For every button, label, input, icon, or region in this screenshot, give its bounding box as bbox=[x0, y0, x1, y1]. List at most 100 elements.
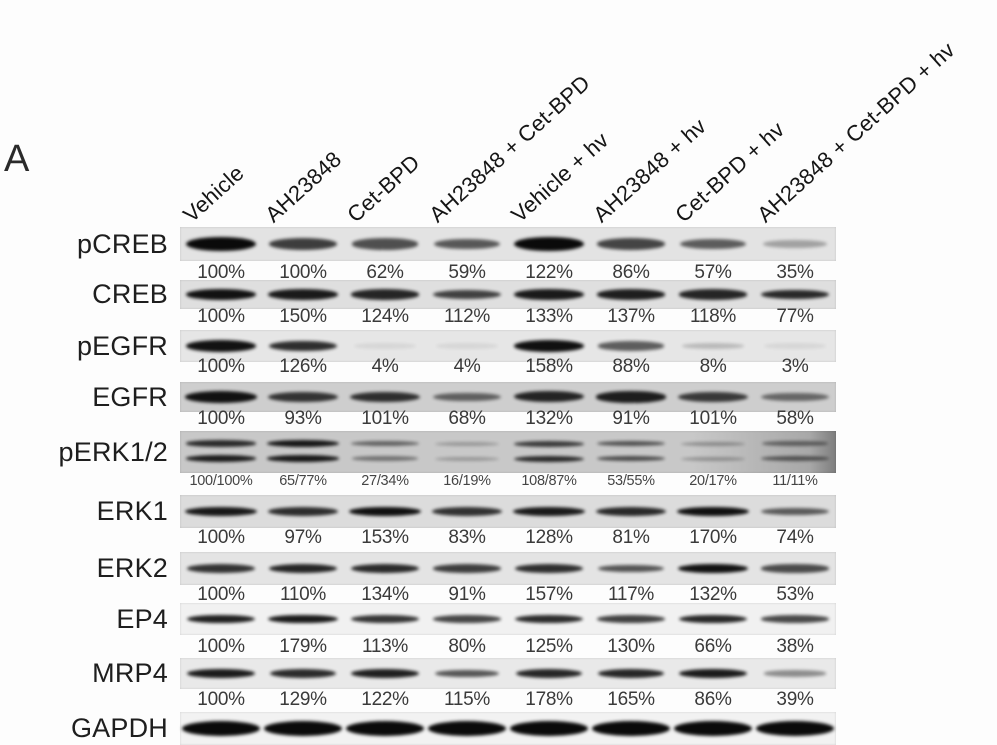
blot-band bbox=[268, 340, 338, 352]
blot-band bbox=[350, 615, 420, 623]
percent-row-1: 100% 100% 62% 59% 122% 86% 57% 35% bbox=[180, 262, 836, 286]
percent-row-6: 100% 97% 153% 83% 128% 81% 170% 74% bbox=[180, 527, 836, 551]
blot-band bbox=[351, 441, 419, 447]
blot-strip-8 bbox=[180, 603, 836, 635]
blot-band bbox=[597, 615, 665, 623]
blot-band bbox=[761, 564, 829, 573]
percent-value: 62% bbox=[366, 262, 404, 283]
protein-label-creb: CREB bbox=[92, 279, 168, 309]
percent-value: 35% bbox=[776, 262, 814, 283]
blot-band bbox=[433, 392, 501, 402]
percent-value: 132% bbox=[689, 584, 737, 605]
blot-band bbox=[436, 343, 498, 349]
blot-band bbox=[186, 564, 256, 573]
blot-band bbox=[674, 721, 752, 736]
percent-value: 100% bbox=[197, 408, 245, 429]
blot-band bbox=[431, 507, 503, 516]
blot-band bbox=[187, 668, 255, 679]
percent-value: 53% bbox=[776, 584, 814, 605]
blot-band bbox=[349, 391, 421, 403]
percent-value: 153% bbox=[361, 527, 409, 548]
percent-value: 86% bbox=[612, 262, 650, 283]
protein-label-perk12: pERK1/2 bbox=[58, 437, 168, 467]
blot-band bbox=[268, 289, 338, 300]
blot-band bbox=[186, 237, 256, 251]
blot-band bbox=[186, 289, 256, 300]
blot-band bbox=[268, 614, 338, 624]
percent-value: 137% bbox=[607, 306, 655, 327]
blot-strip-6 bbox=[180, 495, 836, 528]
protein-label-gapdh: GAPDH bbox=[70, 713, 168, 743]
percent-value: 100% bbox=[197, 689, 245, 710]
percent-value: 91% bbox=[612, 408, 650, 429]
percent-value: 68% bbox=[448, 408, 486, 429]
percent-value: 58% bbox=[776, 408, 814, 429]
percent-value: 59% bbox=[448, 262, 486, 283]
blot-band bbox=[513, 391, 585, 403]
percent-value: 129% bbox=[279, 689, 327, 710]
blot-band bbox=[264, 721, 342, 736]
percent-value: 65/77% bbox=[279, 473, 327, 489]
blot-band bbox=[514, 440, 584, 447]
percent-value: 77% bbox=[776, 306, 814, 327]
blot-band bbox=[515, 668, 583, 679]
blot-strip-1 bbox=[180, 227, 836, 261]
percent-value: 122% bbox=[525, 262, 573, 283]
lane-header-2: AH23848 bbox=[260, 146, 347, 228]
percent-value: 100/100% bbox=[189, 473, 253, 489]
blot-band bbox=[764, 343, 826, 349]
percent-value: 100% bbox=[197, 636, 245, 657]
blot-band bbox=[678, 391, 748, 403]
blot-band bbox=[679, 238, 747, 250]
percent-row-9: 100% 129% 122% 115% 178% 165% 86% 39% bbox=[180, 689, 836, 713]
percent-value: 170% bbox=[689, 527, 737, 548]
percent-value: 100% bbox=[197, 262, 245, 283]
blot-band bbox=[350, 289, 420, 300]
blot-band bbox=[346, 721, 424, 736]
percent-value: 126% bbox=[279, 356, 327, 377]
percent-value: 100% bbox=[279, 262, 327, 283]
percent-value: 100% bbox=[197, 584, 245, 605]
blot-band bbox=[679, 668, 747, 679]
percent-value: 100% bbox=[197, 356, 245, 377]
percent-value: 132% bbox=[525, 408, 573, 429]
blot-band bbox=[351, 456, 419, 461]
percent-value: 83% bbox=[448, 527, 486, 548]
blot-band bbox=[681, 343, 745, 349]
percent-value: 11/11% bbox=[772, 473, 818, 489]
blot-band bbox=[186, 614, 256, 624]
blot-band bbox=[760, 507, 830, 516]
protein-label-ep4: EP4 bbox=[116, 604, 168, 634]
lane-header-3: Cet-BPD bbox=[342, 149, 425, 228]
blot-strip-2 bbox=[180, 280, 836, 309]
blot-band bbox=[433, 564, 501, 573]
blot-band bbox=[351, 668, 419, 679]
blot-band bbox=[514, 564, 584, 573]
protein-label-egfr: EGFR bbox=[92, 382, 168, 412]
blot-band bbox=[185, 391, 257, 403]
blot-band bbox=[596, 440, 666, 447]
blot-strip-3 bbox=[180, 330, 836, 362]
blot-strip-9 bbox=[180, 658, 836, 689]
blot-band bbox=[761, 456, 829, 462]
blot-band bbox=[267, 455, 339, 463]
percent-value: 108/87% bbox=[521, 473, 577, 489]
blot-band bbox=[763, 670, 827, 677]
percent-value: 157% bbox=[525, 584, 573, 605]
blot-band bbox=[186, 340, 256, 352]
percent-value: 125% bbox=[525, 636, 573, 657]
blot-band bbox=[349, 506, 421, 517]
percent-value: 130% bbox=[607, 636, 655, 657]
percent-row-3: 100% 126% 4% 4% 158% 88% 8% 3% bbox=[180, 356, 836, 380]
blot-band bbox=[680, 441, 746, 446]
blot-band bbox=[596, 289, 666, 300]
blot-band bbox=[596, 455, 666, 462]
percent-value: 113% bbox=[362, 636, 408, 657]
percent-value: 57% bbox=[694, 262, 732, 283]
percent-value: 39% bbox=[776, 689, 814, 710]
blot-band bbox=[760, 289, 830, 300]
blot-band bbox=[434, 669, 500, 678]
percent-value: 128% bbox=[525, 527, 573, 548]
percent-value: 150% bbox=[279, 306, 327, 327]
percent-row-5: 100/100% 65/77% 27/34% 16/19% 108/87% 53/55% 2… bbox=[180, 473, 836, 497]
